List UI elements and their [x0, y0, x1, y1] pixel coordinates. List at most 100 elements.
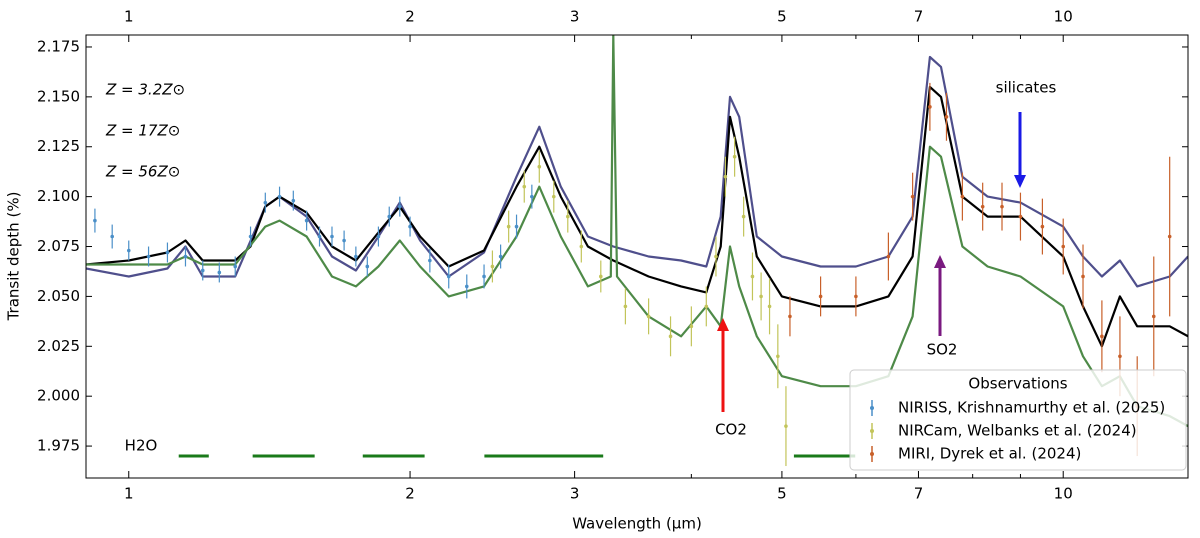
data-point — [1081, 274, 1085, 279]
data-point — [551, 194, 556, 199]
model-label: Z = 56Z⊙ — [105, 163, 180, 181]
y-tick-label: 2.100 — [37, 187, 80, 205]
data-point — [714, 254, 718, 259]
y-tick-label: 2.125 — [37, 137, 80, 155]
model-label: Z = 3.2Z⊙ — [105, 81, 185, 99]
y-axis-label: Transit depth (%) — [5, 192, 23, 322]
data-point — [759, 294, 763, 299]
plot-area — [86, 35, 1188, 467]
y-tick-label: 2.000 — [37, 387, 80, 405]
data-point — [165, 250, 170, 255]
model-line — [86, 55, 1188, 288]
data-point — [1061, 244, 1066, 249]
data-point — [750, 274, 755, 279]
data-point — [342, 238, 346, 243]
y-tick-label: 2.150 — [37, 87, 80, 105]
data-point — [317, 234, 322, 239]
model-line — [86, 85, 1188, 348]
data-point — [248, 234, 253, 239]
legend-title: Observations — [968, 375, 1067, 393]
x-tick-label-top: 5 — [777, 8, 787, 26]
legend-label: NIRCam, Welbanks et al. (2024) — [898, 422, 1137, 440]
y-tick-label: 2.050 — [37, 287, 80, 305]
data-point — [854, 294, 858, 299]
data-point — [183, 254, 188, 259]
data-point — [1118, 354, 1122, 359]
data-point — [732, 154, 737, 159]
y-tick-label: 2.175 — [37, 37, 80, 55]
data-point — [668, 334, 673, 339]
data-point — [579, 244, 584, 249]
data-point — [330, 234, 334, 239]
annotation: SO2 — [927, 341, 958, 359]
y-tick-label: 2.075 — [37, 237, 80, 255]
annotation: silicates — [996, 79, 1057, 97]
data-point — [1018, 214, 1023, 219]
data-point — [446, 274, 451, 279]
data-point — [217, 270, 222, 275]
data-point — [980, 204, 985, 209]
x-tick-label-top: 2 — [405, 8, 415, 26]
data-point — [704, 304, 709, 309]
data-point — [910, 194, 915, 199]
x-axis-label: Wavelength (μm) — [572, 515, 702, 533]
x-tick-label-top: 7 — [914, 8, 924, 26]
data-point — [646, 314, 651, 319]
data-point — [354, 254, 358, 259]
data-point — [514, 224, 519, 229]
model-label: Z = 17Z⊙ — [105, 122, 180, 140]
data-point — [689, 324, 694, 329]
y-tick-label: 2.025 — [37, 337, 80, 355]
data-point — [482, 274, 486, 279]
data-point — [537, 164, 542, 169]
data-point — [928, 105, 932, 109]
data-point — [233, 264, 238, 269]
plot-frame — [85, 34, 1189, 479]
data-point — [428, 258, 432, 263]
legend: Observations NIRISS, Krishnamurthy et al.… — [849, 369, 1187, 471]
data-point — [464, 284, 469, 289]
annotation-arrowhead — [717, 318, 729, 331]
data-point — [126, 248, 131, 253]
data-point — [960, 194, 965, 199]
x-tick-label-top: 3 — [570, 8, 580, 26]
data-point — [200, 268, 205, 273]
x-tick-label-top: 1 — [124, 8, 134, 26]
data-point — [788, 314, 792, 319]
data-point — [277, 194, 282, 199]
data-point — [365, 264, 370, 269]
data-point — [1100, 334, 1104, 339]
x-tick-label: 1 — [124, 485, 134, 503]
data-point — [565, 214, 570, 219]
x-tick-label: 7 — [914, 485, 924, 503]
data-point — [623, 304, 628, 309]
data-point — [1040, 224, 1045, 229]
data-point — [490, 264, 495, 269]
data-point — [530, 194, 534, 199]
x-tick-label: 3 — [570, 485, 580, 503]
y-tick-label: 1.975 — [37, 437, 80, 455]
data-point — [1167, 234, 1172, 239]
x-tick-label: 10 — [1054, 485, 1073, 503]
data-point — [741, 214, 746, 219]
data-point — [767, 304, 772, 309]
data-point — [886, 254, 891, 259]
legend-box — [849, 369, 1187, 471]
data-point — [304, 218, 309, 223]
annotation-arrowhead — [934, 255, 946, 268]
data-point — [498, 254, 503, 259]
annotation: H2O — [125, 437, 158, 455]
data-point — [776, 354, 780, 359]
data-point — [397, 204, 402, 209]
x-tick-label: 2 — [405, 485, 415, 503]
data-point — [723, 174, 728, 179]
data-point — [944, 115, 949, 119]
data-point — [376, 234, 381, 239]
annotation-arrowhead — [1014, 175, 1026, 188]
data-point — [110, 234, 114, 239]
legend-label: MIRI, Dyrek et al. (2024) — [898, 445, 1081, 463]
data-point — [784, 424, 788, 428]
data-point — [408, 224, 412, 229]
